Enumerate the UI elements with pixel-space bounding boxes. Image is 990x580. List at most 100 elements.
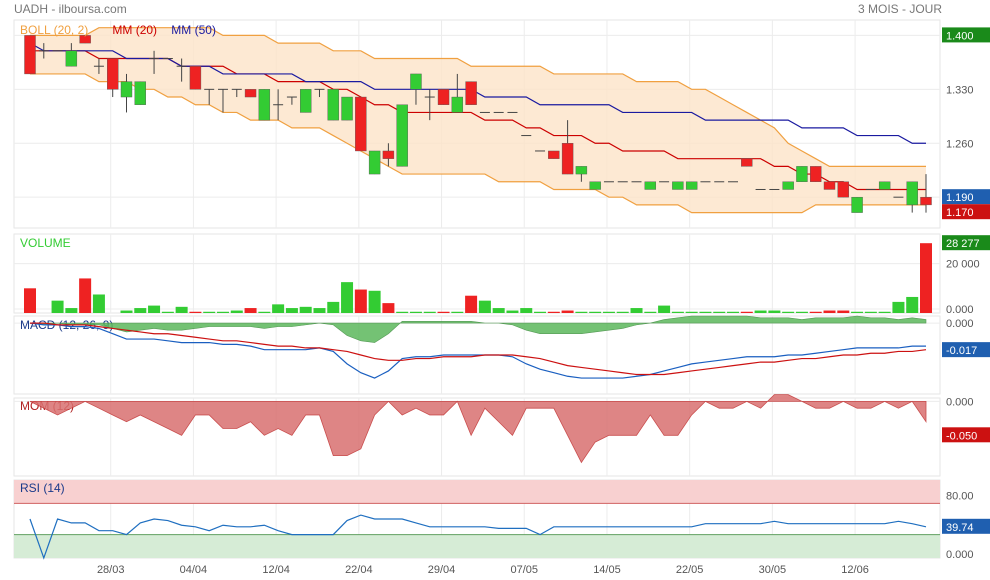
volume-bar: [148, 305, 161, 313]
volume-bar: [134, 308, 147, 313]
price-tag-high: 1.400: [946, 30, 974, 42]
candle-up: [65, 50, 78, 67]
candle-down: [244, 89, 257, 98]
volume-bar: [809, 311, 822, 313]
volume-bar: [685, 311, 698, 313]
volume-bar: [161, 311, 174, 313]
x-tick-label: 14/05: [593, 564, 621, 576]
volume-bar: [244, 308, 257, 313]
candle-up: [782, 181, 794, 190]
price-tag-high-bg: [942, 27, 990, 43]
candle-up: [685, 181, 698, 190]
legend-entry: MM (20): [112, 23, 157, 37]
volume-bar: [451, 311, 464, 313]
x-tick-label: 07/05: [510, 564, 538, 576]
volume-bar: [795, 311, 808, 313]
mom-tag-last: -0.050: [946, 430, 977, 442]
x-tick-label: 29/04: [428, 564, 456, 576]
volume-bar: [561, 310, 574, 313]
volume-bar: [740, 311, 753, 313]
volume-bar: [313, 308, 326, 313]
y-tick-label: 20 000: [946, 259, 980, 271]
rsi-overbought-zone: [14, 480, 940, 504]
candle-up: [451, 96, 464, 113]
x-tick-label: 28/03: [97, 564, 125, 576]
x-tick-label: 22/04: [345, 564, 373, 576]
volume-bar: [175, 306, 188, 313]
volume-bar: [230, 310, 243, 313]
candle-up: [672, 181, 684, 190]
candle-down: [548, 150, 560, 159]
price-tag-last-up-bg: [942, 189, 990, 205]
volume-bar: [24, 288, 36, 313]
candle-up: [575, 166, 588, 175]
volume-bar: [754, 310, 767, 313]
volume-bar: [65, 308, 78, 313]
candle-down: [823, 181, 836, 190]
volume-bar: [465, 295, 478, 313]
volume-bar: [851, 311, 864, 313]
volume-bar: [906, 296, 919, 313]
volume-bar: [520, 308, 533, 313]
candle-down: [741, 158, 753, 167]
candle-down: [24, 35, 36, 75]
volume-bar: [285, 308, 298, 313]
volume-bar: [341, 282, 354, 313]
candle-up: [368, 150, 381, 175]
macd-line: [29, 322, 926, 379]
y-tick-label: 0.000: [946, 304, 974, 316]
candle-up: [134, 81, 146, 105]
panel-frame-3: [13, 397, 941, 477]
rsi-oversold-zone: [14, 534, 940, 558]
volume-bar: [920, 243, 932, 313]
rsi-tag-last-bg: [942, 518, 990, 534]
candle-up: [851, 196, 863, 213]
volume-bar: [644, 311, 657, 313]
chart-symbol-title: UADH - ilboursa.com: [14, 2, 127, 16]
candle-down: [189, 66, 202, 90]
candle-down: [465, 81, 477, 105]
legend-entry: MM (50): [171, 23, 216, 37]
y-tick-label: 0.000: [946, 318, 974, 330]
bollinger-upper-line: [30, 27, 926, 167]
volume-bar: [782, 311, 795, 313]
volume-bar: [120, 310, 133, 313]
volume-bar: [382, 303, 395, 313]
bollinger-lower-line: [30, 73, 926, 214]
candle-down: [79, 35, 91, 44]
candle-down: [107, 58, 119, 90]
price-tag-last-up: 1.190: [946, 192, 974, 204]
volume-bar: [713, 311, 726, 313]
volume-bar: [203, 311, 216, 313]
price-tag-last-down: 1.170: [946, 207, 974, 219]
volume-bar: [79, 278, 92, 313]
volume-bar: [658, 305, 671, 313]
mom-area: [29, 394, 927, 464]
macd-signal-line: [30, 322, 927, 376]
candle-down: [382, 150, 395, 159]
candle-down: [920, 196, 932, 206]
candle-up: [396, 104, 408, 167]
candle-up: [120, 81, 133, 98]
rsi-tag-last: 39.74: [946, 522, 974, 534]
x-tick-label: 04/04: [180, 564, 208, 576]
x-tick-label: 12/06: [841, 564, 869, 576]
price-tag-last-down-bg: [942, 204, 990, 220]
volume-bar: [534, 311, 547, 313]
legend-entry: BOLL (20, 2): [20, 23, 88, 37]
mm50-line: [29, 42, 926, 144]
volume-bar: [727, 311, 740, 313]
volume-bar: [602, 311, 615, 313]
volume-bar: [768, 310, 781, 313]
candle-down: [561, 143, 574, 175]
y-tick-label: 1.260: [946, 138, 974, 150]
volume-bar: [589, 311, 602, 313]
volume-bar: [616, 311, 629, 313]
mom-tag-last-bg: [942, 427, 990, 443]
volume-tag-last-bg: [942, 235, 990, 251]
candle-down: [355, 96, 367, 152]
y-tick-label: 1.330: [946, 84, 974, 96]
x-tick-label: 12/04: [262, 564, 290, 576]
volume-bar: [327, 301, 340, 313]
volume-bar: [409, 311, 422, 313]
